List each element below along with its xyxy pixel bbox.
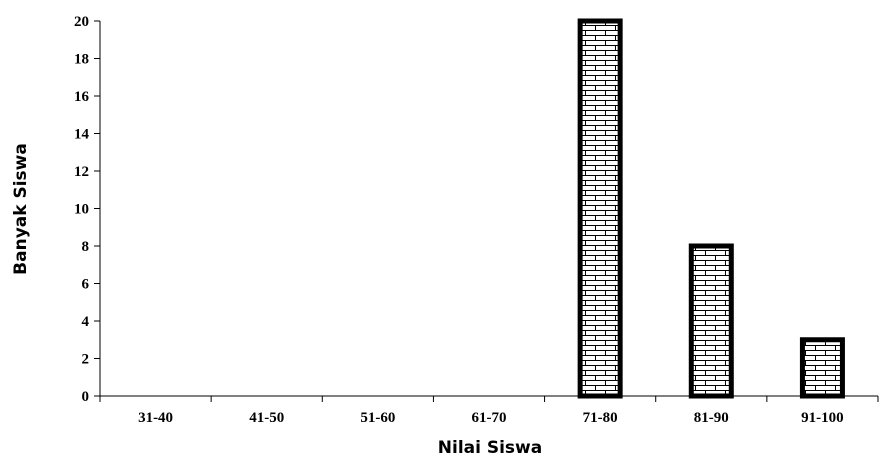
y-tick-label: 18 (74, 52, 89, 68)
y-tick-label: 4 (82, 314, 90, 330)
x-tick-label: 51-60 (360, 410, 395, 426)
x-ticks-group: 31-40 41-50 51-60 61-70 71-80 81-90 91-100 (99, 396, 879, 426)
y-tick-label: 2 (82, 352, 90, 368)
x-axis-title: Nilai Siswa (438, 438, 542, 458)
y-tick-label: 20 (74, 14, 89, 30)
y-tick-label: 10 (74, 202, 89, 218)
y-tick-label: 16 (74, 89, 90, 105)
y-ticks-group: 0 2 4 6 8 10 12 14 16 18 20 (74, 14, 100, 405)
bars-group (577, 18, 845, 399)
y-tick-label: 12 (74, 164, 89, 180)
y-tick-label: 14 (74, 127, 90, 143)
bar-91-100 (799, 337, 845, 399)
x-tick-label: 41-50 (249, 410, 284, 426)
x-tick-label: 31-40 (138, 410, 173, 426)
x-tick-label: 81-90 (694, 410, 729, 426)
y-axis-title: Banyak Siswa (11, 143, 31, 275)
y-tick-label: 8 (82, 239, 90, 255)
x-tick-label: 61-70 (472, 410, 507, 426)
bar-71-80 (577, 18, 623, 399)
y-tick-label: 0 (82, 389, 90, 405)
axes-group (99, 21, 878, 397)
bar-81-90 (688, 243, 734, 399)
x-tick-label: 71-80 (583, 410, 618, 426)
x-tick-label: 91-100 (801, 410, 844, 426)
y-tick-label: 6 (82, 277, 90, 293)
